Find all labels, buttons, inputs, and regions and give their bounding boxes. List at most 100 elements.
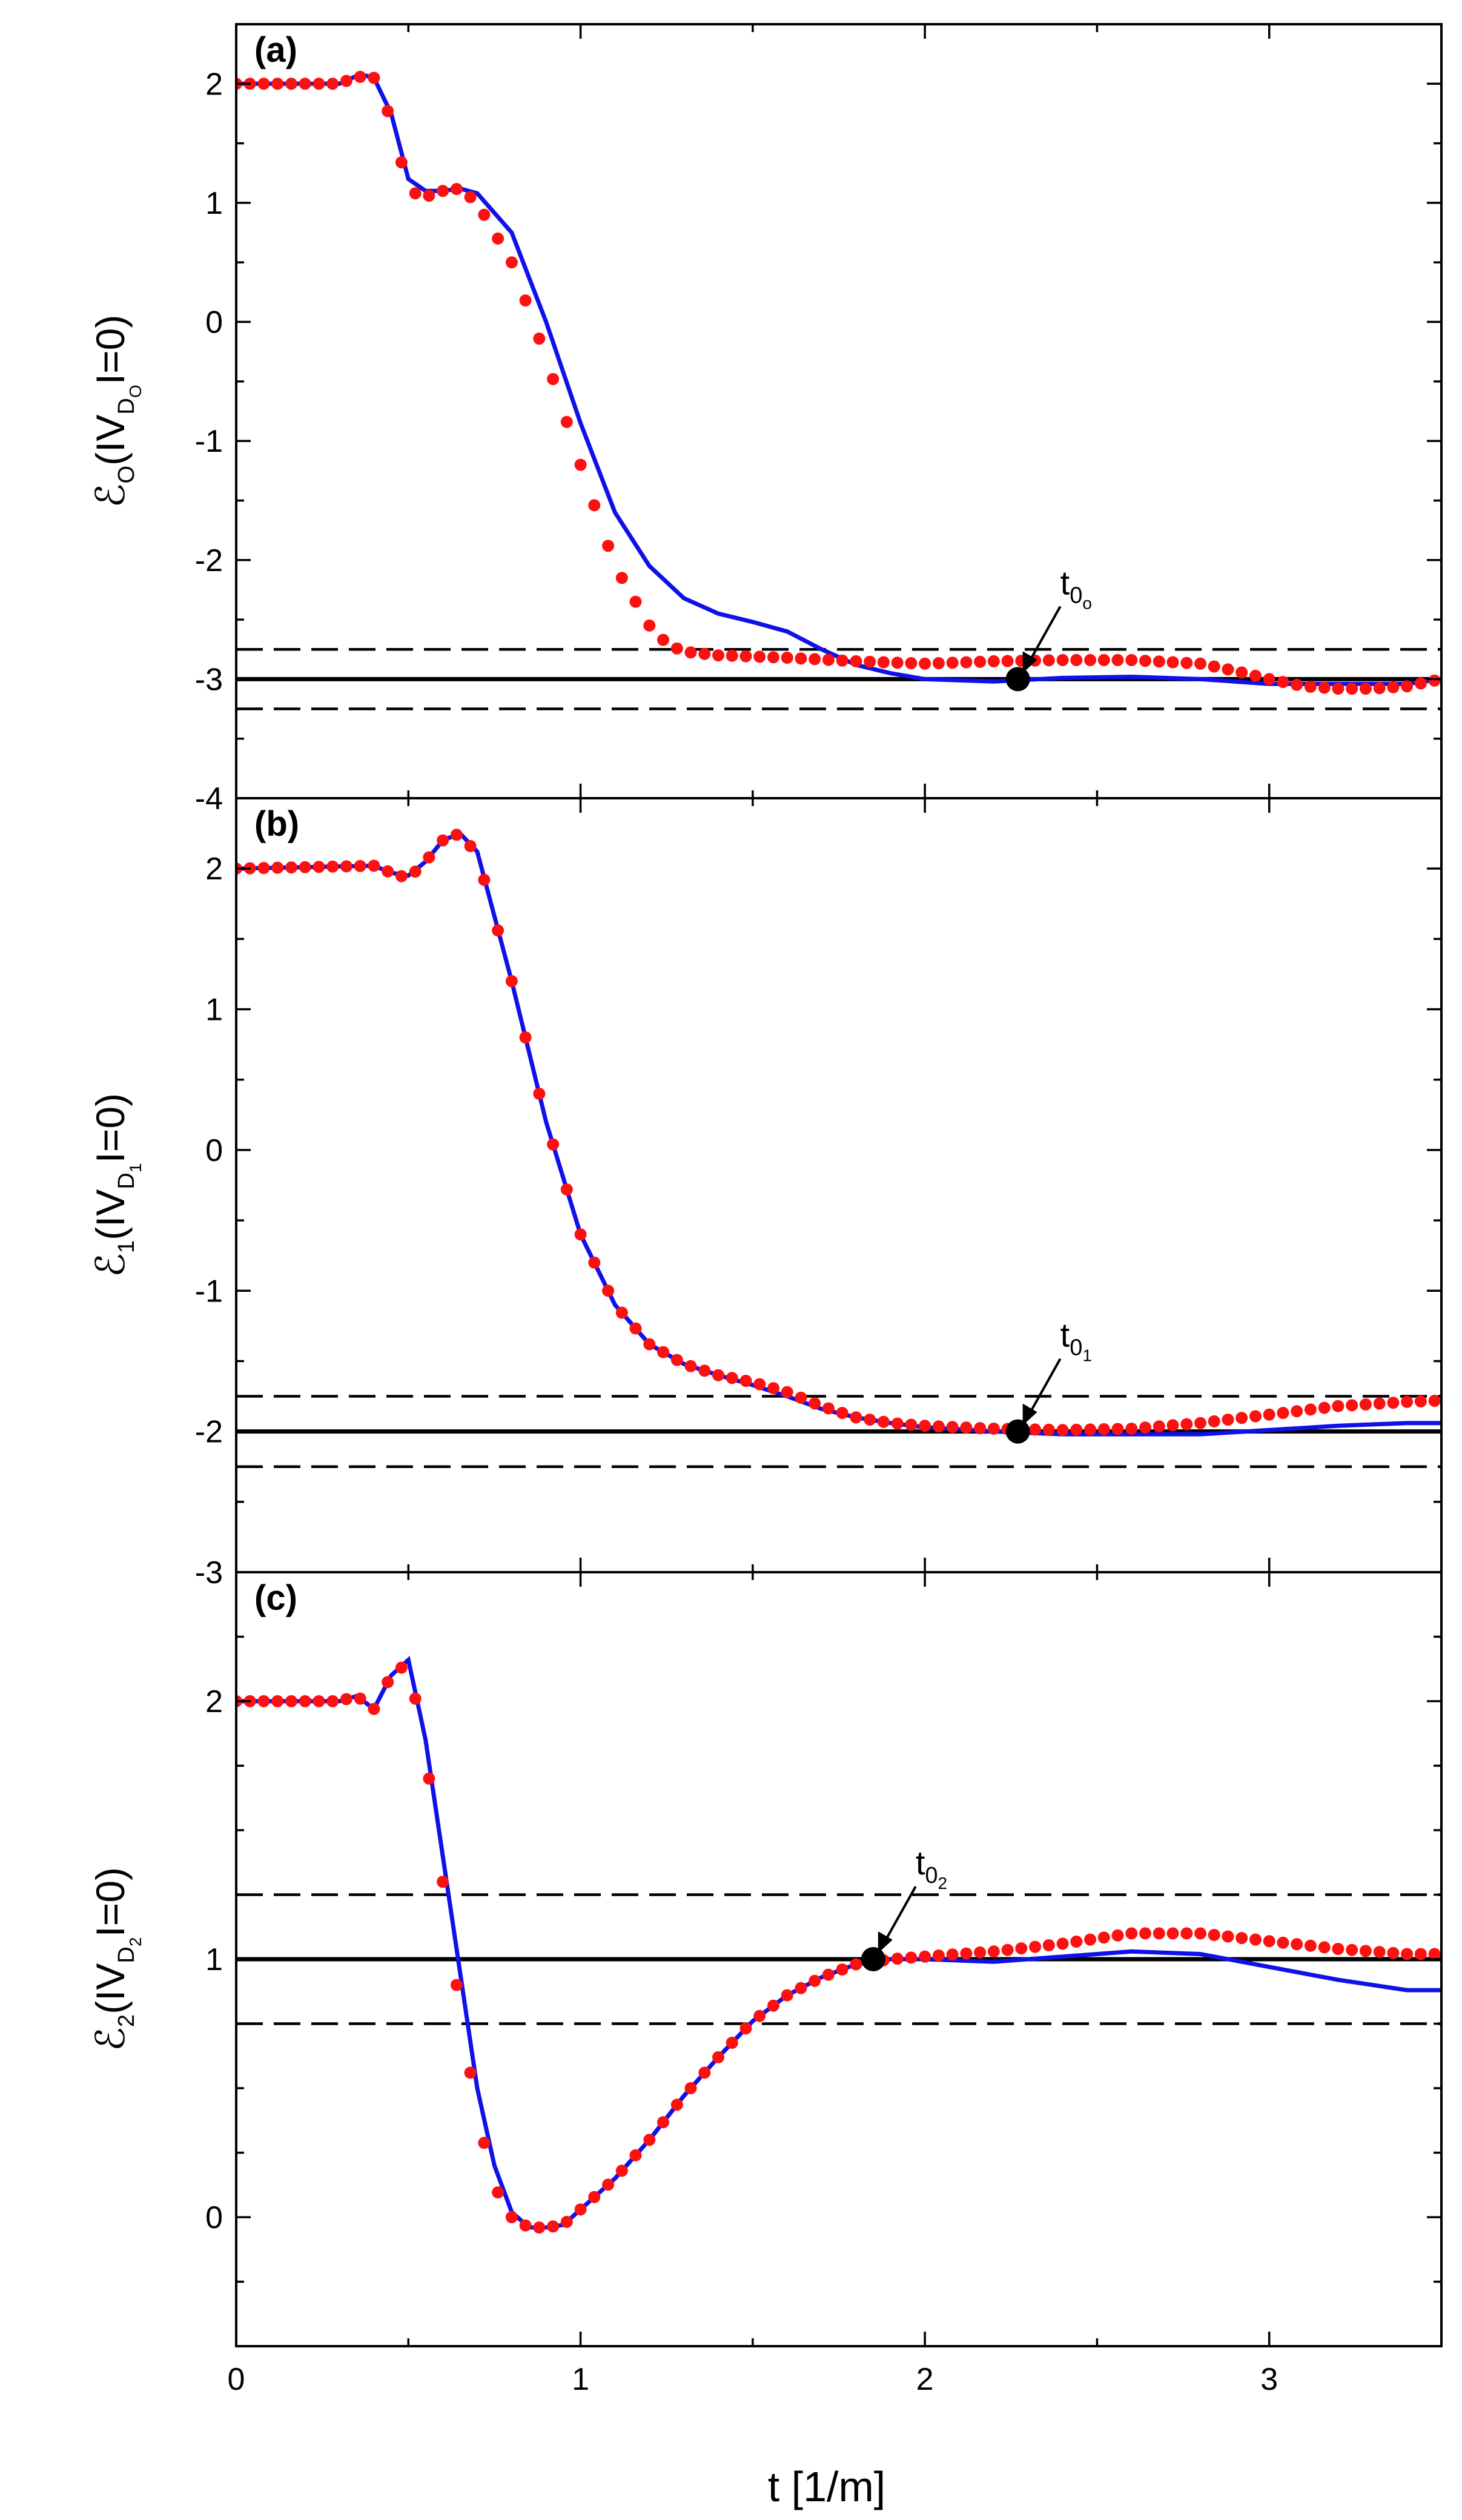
red-dot-5 (299, 861, 311, 873)
red-dot-74 (1249, 1933, 1262, 1946)
marker-label: t0o (1060, 563, 1092, 612)
red-dot-76 (1277, 1936, 1289, 1949)
red-dot-23 (547, 372, 560, 385)
red-dot-69 (1180, 656, 1193, 669)
red-dot-78 (1304, 1939, 1317, 1952)
red-dot-64 (1111, 1929, 1124, 1942)
red-dot-72 (1222, 1414, 1234, 1426)
red-dot-32 (670, 1354, 683, 1366)
red-dot-80 (1332, 683, 1345, 695)
red-dot-63 (1097, 653, 1110, 666)
red-dot-22 (533, 1088, 546, 1100)
red-dot-81 (1346, 1943, 1358, 1956)
red-dot-79 (1318, 1941, 1331, 1954)
x-axis-title: t [1/m] (768, 2463, 885, 2510)
red-dot-56 (1001, 1943, 1014, 1956)
red-dot-54 (974, 655, 987, 668)
red-dot-30 (643, 1338, 656, 1351)
red-dot-60 (1056, 653, 1069, 666)
red-dot-23 (547, 1138, 560, 1151)
red-dot-71 (1208, 1415, 1220, 1427)
red-dot-15 (437, 185, 449, 197)
y-tick-label: 0 (205, 305, 223, 340)
panel-2: -3 -2 -1 0 1 2 (b) ℰ1(IVD1I=0) t01 (87, 797, 1443, 1590)
red-dot-37 (739, 2022, 752, 2035)
red-dot-75 (1263, 673, 1275, 686)
y-axis-title: ℰ2(IVD2I=0) (87, 1867, 145, 2051)
red-dot-43 (822, 1968, 835, 1981)
red-dot-78 (1304, 1403, 1317, 1416)
red-dot-27 (602, 1285, 615, 1297)
red-dot-7 (326, 1695, 339, 1707)
red-dot-35 (712, 2051, 724, 2063)
red-dot-36 (726, 1372, 738, 1384)
red-dot-76 (1277, 676, 1289, 689)
red-dot-74 (1249, 1410, 1262, 1423)
red-dot-64 (1111, 653, 1124, 666)
red-dot-37 (739, 650, 752, 663)
red-dot-42 (809, 1397, 821, 1410)
red-dot-49 (905, 657, 918, 669)
red-dot-61 (1070, 1423, 1083, 1436)
red-dot-8 (340, 860, 352, 873)
red-dot-52 (946, 1421, 959, 1434)
red-dot-20 (505, 2211, 518, 2223)
red-dot-24 (560, 1183, 573, 1196)
red-dot-55 (987, 1945, 1000, 1958)
red-dot-66 (1139, 655, 1151, 667)
red-dot-59 (1042, 654, 1055, 667)
red-dot-28 (615, 572, 628, 584)
red-dot-44 (836, 654, 848, 667)
red-dot-85 (1401, 680, 1414, 693)
red-dot-64 (1111, 1423, 1124, 1435)
red-dot-33 (684, 646, 697, 659)
axes-frame (235, 797, 1443, 1573)
red-dot-57 (1015, 1942, 1028, 1955)
red-dot-87 (1428, 674, 1441, 687)
red-dot-81 (1346, 683, 1358, 695)
red-dot-36 (726, 649, 738, 662)
marker-point (861, 1947, 885, 1971)
red-dot-84 (1387, 681, 1400, 693)
red-dot-18 (478, 2137, 491, 2149)
y-tick-label: 1 (205, 993, 223, 1028)
red-dot-12 (395, 156, 408, 169)
red-dot-53 (960, 656, 973, 669)
panels: -4 -3 -2 -1 0 1 2 (a) ℰO(IVDOI=0) t0o -3 -2 -1 0 1 2 (b)… (87, 23, 1443, 2397)
annotation-arrowhead (878, 1931, 893, 1953)
red-dot-59 (1042, 1423, 1055, 1436)
marker-point (1005, 1419, 1030, 1444)
red-dot-65 (1125, 653, 1138, 666)
red-dot-30 (643, 619, 656, 632)
red-dot-86 (1414, 1948, 1427, 1960)
panel-label: (b) (254, 804, 299, 844)
red-dot-34 (698, 647, 711, 660)
red-dot-29 (629, 2149, 642, 2161)
red-dot-39 (767, 1382, 779, 1395)
panel-label: (a) (254, 30, 297, 70)
red-dot-13 (409, 865, 422, 878)
red-dot-40 (781, 1989, 793, 2002)
red-dot-22 (533, 2221, 546, 2234)
red-dot-21 (519, 2219, 532, 2232)
red-dot-52 (946, 1948, 959, 1961)
red-dot-25 (574, 1228, 587, 1241)
red-dot-33 (684, 2082, 697, 2094)
red-dot-41 (795, 652, 807, 665)
y-tick-label: -1 (195, 1274, 223, 1309)
red-dot-8 (340, 74, 352, 87)
red-dot-70 (1194, 1927, 1206, 1940)
red-dot-16 (450, 183, 463, 196)
red-dot-49 (905, 1951, 918, 1964)
x-tick-label: 2 (916, 2362, 934, 2397)
red-dot-32 (670, 2098, 683, 2111)
red-dot-16 (450, 828, 463, 841)
red-dot-26 (588, 2191, 601, 2203)
red-dot-24 (560, 2215, 573, 2228)
marker-point (1005, 667, 1030, 692)
red-dot-12 (395, 1661, 408, 1674)
panel-1: -4 -3 -2 -1 0 1 2 (a) ℰO(IVDOI=0) t0o (87, 23, 1443, 816)
red-dot-30 (643, 2134, 656, 2146)
y-tick-label: 0 (205, 2200, 223, 2235)
